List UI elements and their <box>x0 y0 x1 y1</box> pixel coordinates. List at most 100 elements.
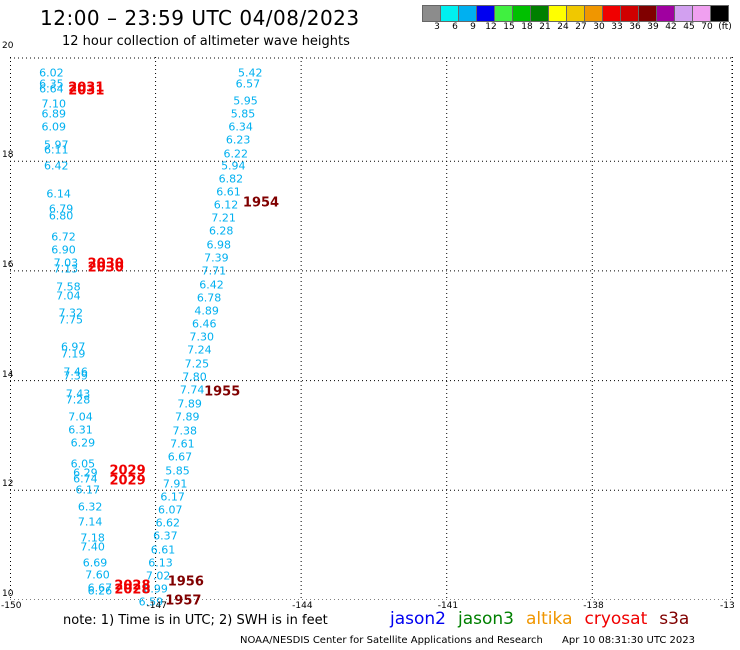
legend-swatch <box>620 5 639 22</box>
x-tick-label: -141 <box>437 601 459 611</box>
wave-height-point: 7.03 <box>53 256 79 270</box>
x-tick-label: -147 <box>146 601 167 611</box>
wave-height-point: 6.79 <box>48 202 74 216</box>
wave-height-point: 7.32 <box>58 306 84 320</box>
x-tick-label: -138 <box>583 601 604 611</box>
legend-swatch <box>584 5 603 22</box>
wave-height-point: 6.11 <box>43 143 69 157</box>
wave-height-point: 6.12 <box>213 198 239 212</box>
wave-height-point: 6.42 <box>43 159 69 173</box>
wave-height-point: 6.72 <box>51 230 76 244</box>
legend-label: 6 <box>452 22 458 32</box>
wave-height-point: 7.40 <box>80 540 105 554</box>
wave-height-point: 6.22 <box>223 147 249 161</box>
wave-height-point: 7.89 <box>174 410 200 424</box>
wave-height-point: 6.62 <box>155 516 181 530</box>
wave-height-point: 6.09 <box>41 120 67 134</box>
wave-height-point: 6.17 <box>75 483 101 497</box>
wave-height-point: 5.85 <box>230 107 256 121</box>
legend-label: 15 <box>503 22 515 32</box>
wave-height-point: 7.13 <box>53 262 79 276</box>
satellite-name: s3a <box>659 609 690 629</box>
wave-height-point: 6.74 <box>73 472 98 486</box>
legend-label: 27 <box>575 22 587 32</box>
legend-swatch <box>476 5 495 22</box>
wave-height-point: 7.19 <box>60 347 86 361</box>
wave-height-point: 5.95 <box>233 94 258 108</box>
wave-height-point: 4.89 <box>194 304 219 318</box>
legend-label: 30 <box>593 22 605 32</box>
wave-height-point: 6.29 <box>73 466 98 480</box>
pass-time-label: 2028 <box>114 578 151 594</box>
wave-height-point: 6.67 <box>87 581 113 595</box>
legend-swatch <box>458 5 477 22</box>
wave-height-point: 7.39 <box>63 369 88 383</box>
wave-height-point: 6.02 <box>39 66 64 80</box>
wave-height-point: 7.02 <box>145 569 171 583</box>
pass-time-label: 2028 <box>114 582 151 598</box>
wave-height-point: 7.28 <box>65 393 91 407</box>
x-tick-label: -144 <box>292 601 313 611</box>
chart-title: 12:00 – 23:59 UTC 04/08/2023 <box>40 6 360 30</box>
wave-height-point: 7.38 <box>172 424 198 438</box>
satellite-name: altika <box>526 609 573 629</box>
legend-swatch <box>656 5 675 22</box>
pass-time-label: 1955 <box>204 384 241 400</box>
wave-height-point: 7.80 <box>182 370 207 384</box>
pass-time-label: 1954 <box>242 195 280 211</box>
wave-height-point: 7.18 <box>80 531 105 545</box>
wave-height-point: 7.61 <box>170 437 195 451</box>
pass-time-label: 2031 <box>68 80 105 96</box>
pass-time-label: 1957 <box>165 593 202 609</box>
wave-height-point: 6.17 <box>160 490 185 504</box>
wave-height-point: 6.46 <box>191 317 217 331</box>
wave-height-point: 6.31 <box>68 423 93 437</box>
y-tick-label: 20 <box>2 40 14 51</box>
legend-swatch <box>638 5 657 22</box>
wave-height-point: 7.60 <box>85 568 110 582</box>
wave-height-point: 6.05 <box>70 457 96 471</box>
wave-height-point: 7.10 <box>41 97 67 111</box>
legend-swatch <box>440 5 459 22</box>
legend-swatch <box>548 5 567 22</box>
legend-swatch <box>566 5 585 22</box>
legend-label: 12 <box>485 22 497 32</box>
wave-height-point: 6.42 <box>199 278 224 292</box>
wave-height-point: 6.13 <box>148 556 173 570</box>
wave-height-point: 6.32 <box>77 500 103 514</box>
wave-height-point: 6.57 <box>235 77 261 91</box>
legend-swatch <box>710 5 729 22</box>
wave-height-point: 5.85 <box>165 464 190 478</box>
legend-label: 42 <box>665 22 677 32</box>
wave-height-point: 5.42 <box>238 66 263 80</box>
y-tick-label: 12 <box>2 479 14 490</box>
wave-height-point: 6.59 <box>138 595 164 609</box>
legend-swatch <box>692 5 711 22</box>
wave-height-point: 6.37 <box>153 529 178 543</box>
wave-height-point: 6.97 <box>60 340 86 354</box>
wave-height-point: 6.23 <box>225 133 251 147</box>
wave-height-point: 6.99 <box>143 582 168 596</box>
wave-height-point: 7.58 <box>56 280 81 294</box>
wave-height-point: 6.61 <box>216 185 241 199</box>
legend-label: 39 <box>647 22 659 32</box>
legend-swatch <box>512 5 531 22</box>
legend-label: 70 <box>701 22 713 32</box>
wave-height-point: 7.46 <box>63 365 88 379</box>
footer-note: note: 1) Time is in UTC; 2) SWH is in fe… <box>63 613 328 628</box>
pass-time-label: 2030 <box>87 256 124 272</box>
x-tick-label: -150 <box>1 601 22 611</box>
map-plot: 6.02 6.35 6.64 7.10 6.89 6.09 5.97 6.11 6.42 6.14… <box>10 57 733 608</box>
wave-height-point: 6.14 <box>46 187 71 201</box>
wave-height-point: 5.94 <box>221 159 246 173</box>
credit-timestamp: Apr 10 08:31:30 UTC 2023 <box>562 635 695 646</box>
wave-height-point: 7.24 <box>187 343 212 357</box>
wave-height-point: 6.29 <box>70 436 96 450</box>
wave-height-point: 6.90 <box>51 243 76 257</box>
wave-height-point: 7.43 <box>65 387 91 401</box>
wave-height-point: 7.89 <box>177 397 202 411</box>
legend-label: 21 <box>539 22 551 32</box>
wave-height-point: 7.14 <box>77 515 103 529</box>
wave-height-point: 7.71 <box>201 264 227 278</box>
pass-time-label: 2031 <box>68 83 105 99</box>
